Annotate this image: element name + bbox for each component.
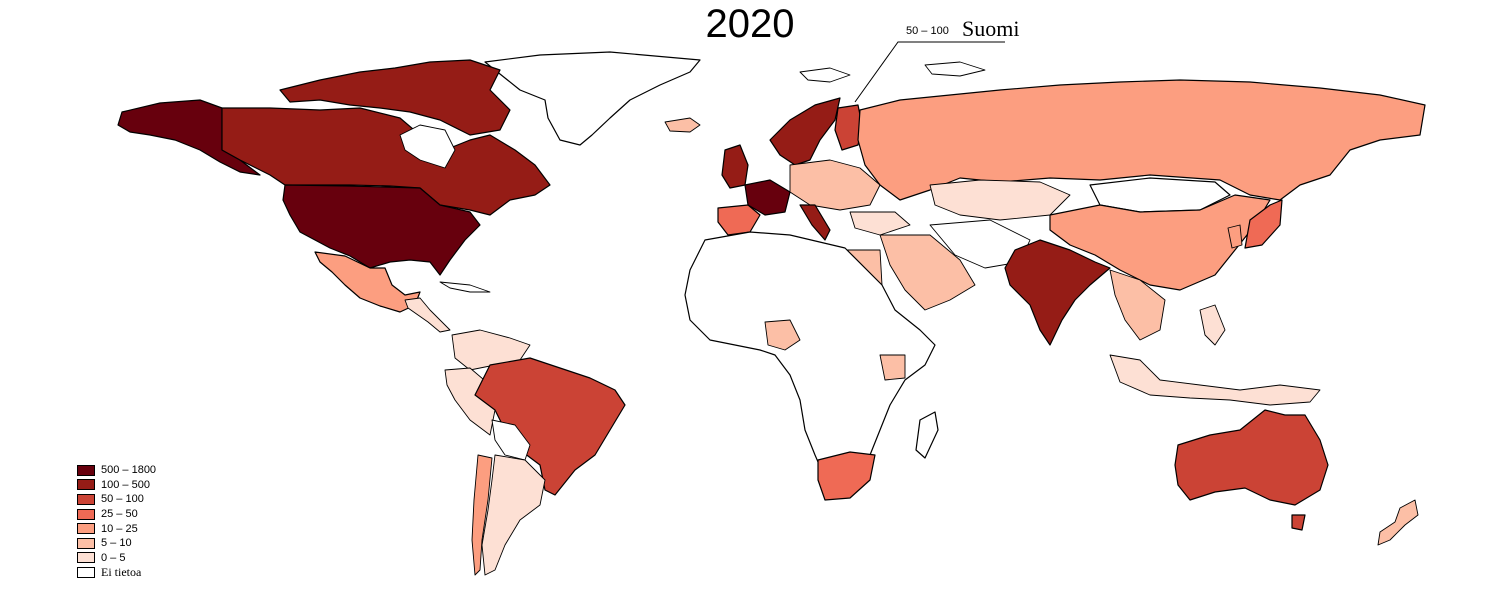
legend-swatch: [77, 552, 95, 564]
central-europe: [789, 159, 881, 211]
italy: [799, 204, 831, 241]
kazakhstan: [929, 179, 1071, 221]
australia: [1174, 409, 1329, 506]
argentina: [481, 454, 546, 576]
legend: 500 – 1800 100 – 500 50 – 100 25 – 50 10…: [77, 463, 156, 580]
legend-row: 500 – 1800: [77, 463, 156, 478]
callout-country-name: Suomi: [962, 16, 1020, 41]
india: [1004, 239, 1111, 346]
legend-row: 50 – 100: [77, 492, 156, 507]
hudson-bay: [399, 124, 456, 169]
legend-label: 10 – 25: [101, 522, 138, 535]
russia: [857, 79, 1426, 201]
china: [1049, 194, 1271, 291]
legend-row: 5 – 10: [77, 536, 156, 551]
legend-label: Ei tietoa: [101, 565, 142, 580]
novaya-zemlya: [924, 61, 986, 77]
southeast-asia: [1109, 269, 1166, 341]
iceland: [664, 117, 701, 133]
legend-row: 25 – 50: [77, 507, 156, 522]
south-africa: [817, 451, 876, 501]
korea: [1227, 224, 1243, 249]
turkey: [849, 211, 911, 236]
finland: [834, 104, 863, 151]
legend-label: 500 – 1800: [101, 464, 157, 477]
canada-islands: [279, 59, 511, 136]
philippines: [1199, 304, 1226, 346]
legend-label: 50 – 100: [101, 493, 144, 506]
kenya: [879, 354, 906, 381]
greenland: [484, 51, 701, 146]
legend-swatch: [77, 537, 95, 549]
legend-label: 100 – 500: [101, 478, 150, 491]
legend-swatch: [77, 508, 95, 520]
legend-swatch: [77, 523, 95, 535]
map-title: 2020: [705, 2, 795, 46]
cuba: [439, 281, 491, 293]
tasmania: [1291, 514, 1306, 531]
legend-swatch: [77, 479, 95, 491]
legend-row: Ei tietoa: [77, 565, 156, 580]
legend-swatch: [77, 464, 95, 476]
new-zealand: [1377, 499, 1419, 546]
legend-swatch: [77, 566, 95, 578]
legend-label: 5 – 10: [101, 537, 132, 550]
middle-east: [879, 234, 976, 311]
legend-label: 0 – 5: [101, 551, 126, 564]
central-america: [404, 297, 451, 333]
scandinavia: [769, 97, 841, 166]
iberia: [717, 204, 761, 236]
japan: [1244, 199, 1283, 249]
legend-row: 100 – 500: [77, 478, 156, 493]
svalbard: [799, 67, 851, 83]
legend-row: 0 – 5: [77, 551, 156, 566]
madagascar: [915, 411, 939, 459]
callout-leader-line: [854, 41, 1005, 103]
usa: [282, 184, 481, 276]
chile: [471, 454, 493, 576]
legend-row: 10 – 25: [77, 521, 156, 536]
legend-label: 25 – 50: [101, 508, 138, 521]
indonesia: [1109, 354, 1321, 406]
canada: [221, 107, 551, 216]
nigeria: [764, 319, 801, 351]
alaska: [117, 99, 261, 176]
legend-swatch: [77, 493, 95, 505]
uk: [721, 144, 749, 189]
callout-value: 50 – 100: [906, 25, 949, 37]
